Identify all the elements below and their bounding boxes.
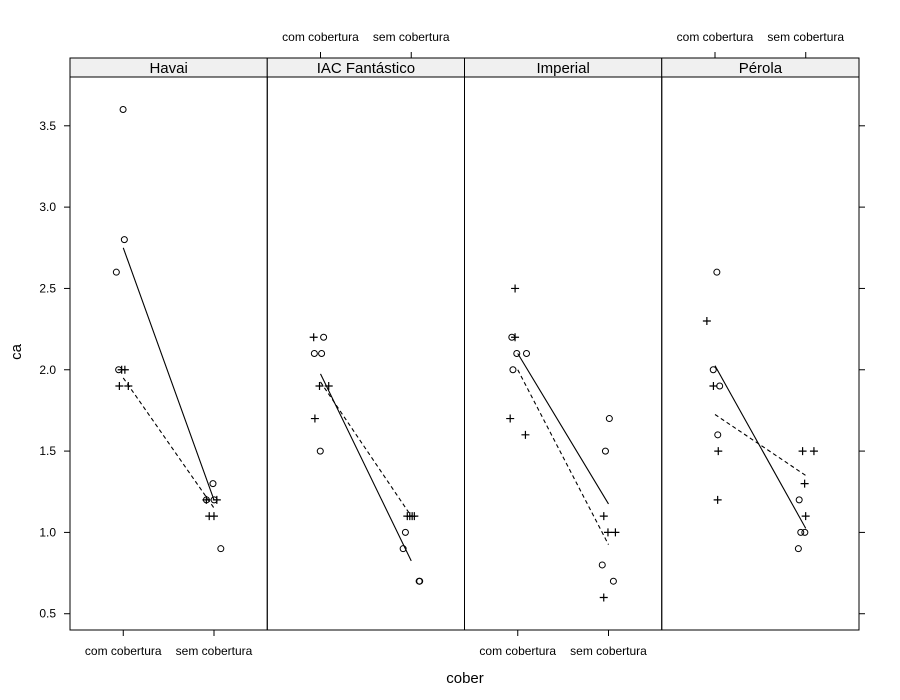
panel-frame bbox=[464, 76, 663, 631]
point-circle bbox=[794, 545, 802, 553]
fit-line-dashed bbox=[320, 381, 412, 517]
fit-line-solid bbox=[122, 247, 215, 501]
point-circle bbox=[310, 350, 318, 357]
point-circle bbox=[209, 480, 217, 488]
point-plus bbox=[713, 495, 722, 504]
point-plus bbox=[709, 382, 718, 391]
strip-label: Havai bbox=[149, 60, 187, 77]
point-circle bbox=[795, 496, 803, 504]
point-circle bbox=[716, 382, 724, 390]
y-tick-label: 2.0 bbox=[39, 363, 56, 377]
point-plus bbox=[603, 528, 612, 537]
point-plus bbox=[324, 382, 333, 391]
point-circle bbox=[112, 268, 120, 276]
point-circle bbox=[399, 545, 407, 553]
point-plus bbox=[511, 333, 520, 342]
fit-line-solid bbox=[517, 353, 609, 505]
point-plus bbox=[403, 512, 412, 521]
fit-line-dashed bbox=[122, 377, 215, 509]
point-circle bbox=[320, 333, 328, 341]
x-tick-label: com cobertura bbox=[479, 644, 556, 658]
point-plus bbox=[202, 495, 211, 504]
y-tick-label: 1.5 bbox=[39, 444, 56, 458]
x-tick-label: com cobertura bbox=[677, 30, 754, 44]
point-plus bbox=[702, 316, 711, 325]
point-circle bbox=[801, 528, 809, 536]
point-circle bbox=[401, 528, 409, 536]
x-tick-label: sem cobertura bbox=[373, 30, 450, 44]
point-plus bbox=[714, 447, 723, 456]
x-tick-label: com cobertura bbox=[282, 30, 359, 44]
point-plus bbox=[809, 447, 818, 456]
y-axis-title: ca bbox=[8, 343, 25, 360]
point-plus bbox=[599, 593, 608, 602]
point-circle bbox=[601, 447, 609, 455]
point-plus bbox=[310, 414, 319, 423]
fit-line-dashed bbox=[714, 414, 807, 476]
point-circle bbox=[509, 366, 517, 374]
point-circle bbox=[513, 350, 521, 357]
point-plus bbox=[117, 365, 126, 374]
point-plus bbox=[309, 333, 318, 342]
strip-label: Imperial bbox=[536, 60, 589, 77]
point-circle bbox=[316, 447, 324, 455]
point-plus bbox=[800, 479, 809, 488]
point-plus bbox=[611, 528, 620, 537]
point-circle bbox=[709, 366, 717, 374]
panel-frame bbox=[661, 76, 860, 631]
point-plus bbox=[410, 512, 419, 521]
point-plus bbox=[511, 284, 520, 293]
fit-line-dashed bbox=[517, 369, 609, 545]
axes-layer: com cobertura sem cobertura com cobertura s… bbox=[39, 30, 865, 658]
point-circle bbox=[119, 106, 127, 114]
point-circle bbox=[217, 545, 225, 553]
point-circle bbox=[797, 528, 805, 536]
marks-layer bbox=[112, 106, 818, 602]
point-plus bbox=[798, 447, 807, 456]
point-plus bbox=[599, 512, 608, 521]
point-circle bbox=[120, 236, 128, 244]
fit-line-solid bbox=[320, 373, 412, 562]
x-axis-title: cober bbox=[446, 670, 484, 687]
point-plus bbox=[506, 414, 515, 423]
point-circle bbox=[714, 431, 722, 439]
point-circle bbox=[598, 561, 606, 569]
point-plus bbox=[205, 512, 214, 521]
point-plus bbox=[115, 382, 124, 391]
point-circle bbox=[713, 268, 721, 276]
y-tick-label: 1.0 bbox=[39, 525, 56, 539]
point-circle bbox=[318, 350, 326, 357]
point-plus bbox=[521, 430, 530, 439]
panel-frame bbox=[266, 76, 465, 631]
point-plus bbox=[315, 382, 324, 391]
strip-label: IAC Fantástico bbox=[317, 60, 415, 77]
panel-frame bbox=[69, 76, 268, 631]
point-circle bbox=[609, 577, 617, 585]
y-tick-label: 3.0 bbox=[39, 200, 56, 214]
point-plus bbox=[212, 495, 221, 504]
point-circle bbox=[522, 350, 530, 357]
strip-label: Pérola bbox=[739, 60, 783, 77]
x-tick-label: com cobertura bbox=[85, 644, 162, 658]
point-plus bbox=[801, 512, 810, 521]
x-tick-label: sem cobertura bbox=[767, 30, 844, 44]
point-circle bbox=[605, 415, 613, 423]
point-circle bbox=[416, 577, 424, 585]
y-tick-label: 2.5 bbox=[39, 281, 56, 295]
fit-line-solid bbox=[714, 365, 807, 529]
y-tick-label: 0.5 bbox=[39, 607, 56, 621]
y-tick-label: 3.5 bbox=[39, 119, 56, 133]
x-tick-label: sem cobertura bbox=[176, 644, 253, 658]
panels-layer: Havai IAC Fantástico Imperial Pérola bbox=[69, 57, 860, 631]
x-tick-label: sem cobertura bbox=[570, 644, 647, 658]
